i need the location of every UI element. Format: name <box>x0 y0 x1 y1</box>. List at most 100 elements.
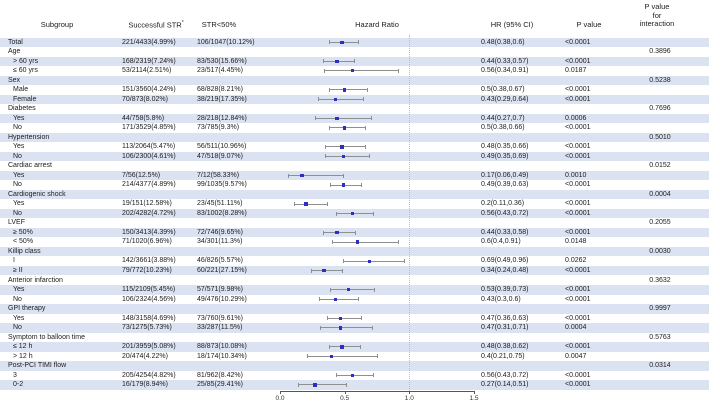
reference-line-hr-1 <box>409 35 411 391</box>
ci-cap-left <box>329 40 331 45</box>
str50-value: 83/530(15.66%) <box>197 57 247 65</box>
str50-value: 83/1002(8.28%) <box>197 209 247 217</box>
p-value: <0.0001 <box>565 228 591 236</box>
successful-str-value: 19/151(12.58%) <box>122 200 172 208</box>
col-header-subgroup: Subgroup <box>40 20 74 29</box>
subgroup-label: Anterior infarction <box>8 276 63 284</box>
str50-value: 38/219(17.35%) <box>197 95 247 103</box>
subgroup-label: Yes <box>13 114 25 122</box>
subgroup-label: Total <box>8 38 23 46</box>
p-interaction-value: 0.3896 <box>649 48 671 56</box>
subgroup-label: Killip class <box>8 247 41 255</box>
subgroup-label: ≥ 50% <box>13 228 33 236</box>
ci-cap-right <box>404 259 406 264</box>
hr-point-marker <box>341 154 346 159</box>
forest-data-row: ≥ II 79/772(10.23%) 60/221(27.15%) 0.34(0.2… <box>0 265 709 276</box>
ci-line <box>326 317 362 319</box>
hr-ci-value: 0.43(0.29,0.64) <box>481 95 529 103</box>
ci-line <box>314 117 371 119</box>
successful-str-value: 205/4254(4.82%) <box>122 371 176 379</box>
ci-cap-right <box>361 316 363 321</box>
subgroup-label: Diabetes <box>8 105 36 113</box>
ci-cap-right <box>362 97 364 102</box>
hr-point-marker <box>335 59 339 63</box>
ci-cap-left <box>330 183 332 188</box>
p-value: 0.0006 <box>565 114 587 122</box>
subgroup-label: > 12 h <box>13 352 33 360</box>
subgroup-header-row: Age 0.3896 <box>0 47 709 57</box>
successful-str-value: 73/1275(5.73%) <box>122 324 172 332</box>
hr-ci-value: 0.5(0.38,0.66) <box>481 124 525 132</box>
ci-cap-right <box>371 325 373 330</box>
hr-point-marker <box>335 230 339 235</box>
str50-value: 23/45(51.11%) <box>197 200 243 208</box>
x-axis-tick <box>344 391 346 395</box>
hr-point-marker <box>333 97 338 102</box>
ci-cap-left <box>322 59 324 64</box>
ci-cap-right <box>343 173 345 178</box>
subgroup-label: Age <box>8 48 21 56</box>
forest-data-row: ≤ 60 yrs 53/2114(2.51%) 23/517(4.45%) 0.56(… <box>0 66 709 76</box>
str50-value: 81/962(8.42%) <box>197 371 243 379</box>
forest-data-row: 0-2 16/179(8.94%) 25/85(29.41%) 0.27(0.14,0… <box>0 380 709 390</box>
forest-data-row: ≤ 12 h 201/3959(5.08%) 88/873(10.08%) 0.48(… <box>0 342 709 352</box>
p-interaction-value: 0.0314 <box>649 362 671 370</box>
subgroup-header-row: Hypertension 0.5010 <box>0 132 709 143</box>
ci-line <box>335 213 374 215</box>
ci-cap-right <box>373 211 375 216</box>
x-axis-tick-label: 1.0 <box>404 395 414 403</box>
subgroup-label: Cardiogenic shock <box>8 190 66 198</box>
ci-cap-left <box>287 173 289 178</box>
subgroup-label: 3 <box>13 371 17 379</box>
ci-line <box>325 155 370 157</box>
p-interaction-value: 0.2055 <box>649 219 671 227</box>
ci-cap-left <box>320 325 322 330</box>
ci-cap-left <box>329 87 331 92</box>
p-interaction-value: 0.0152 <box>649 162 671 170</box>
ci-cap-left <box>325 144 327 149</box>
str50-value: 73/760(9.61%) <box>197 314 243 322</box>
subgroup-label: Yes <box>13 314 25 322</box>
str50-value: 23/517(4.45%) <box>197 67 243 75</box>
successful-str-value: 113/2064(5.47%) <box>122 143 176 151</box>
str50-value: 57/571(9.98%) <box>197 286 243 294</box>
x-axis-tick <box>409 391 411 395</box>
col-header-str50: STR<50% <box>201 20 237 29</box>
ci-line <box>322 232 355 234</box>
p-value: <0.0001 <box>565 124 591 132</box>
successful-str-value: 201/3959(5.08%) <box>122 343 176 351</box>
forest-data-row: 3 205/4254(4.82%) 81/962(8.42%) 0.56(0.43,0… <box>0 371 709 381</box>
subgroup-label: Yes <box>13 171 25 179</box>
hr-point-marker <box>342 88 347 92</box>
ci-line <box>335 374 374 376</box>
subgroup-label: ≤ 12 h <box>13 343 33 351</box>
forest-data-row: Male 151/3560(4.24%) 68/828(8.21%) 0.5(0.38… <box>0 85 709 95</box>
col-header-hr-ci: HR (95% CI) <box>490 20 534 29</box>
str50-value: 28/218(12.84%) <box>197 114 247 122</box>
forest-data-row: > 60 yrs 168/2319(7.24%) 83/530(15.66%) 0.4… <box>0 56 709 67</box>
p-interaction-value: 0.3632 <box>649 276 671 284</box>
hr-point-marker <box>346 288 351 292</box>
p-value: 0.0262 <box>565 257 587 265</box>
hr-point-marker <box>330 354 334 359</box>
hr-ci-value: 0.6(0.4,0.91) <box>481 238 521 246</box>
subgroup-label: No <box>13 324 22 332</box>
successful-str-value: 148/3158(4.69%) <box>122 314 176 322</box>
ci-cap-left <box>318 297 320 302</box>
hr-ci-value: 0.27(0.14,0.51) <box>481 381 529 389</box>
ci-cap-right <box>326 202 328 207</box>
col-header-p-interaction-line3: interaction <box>639 19 675 28</box>
ci-line <box>317 98 363 100</box>
hr-ci-value: 0.5(0.38,0.67) <box>481 86 525 94</box>
x-axis-tick-label: 1.5 <box>469 395 479 403</box>
p-interaction-value: 0.5763 <box>649 333 671 341</box>
successful-str-value: 20/474(4.22%) <box>122 352 168 360</box>
forest-data-row: Yes 148/3158(4.69%) 73/760(9.61%) 0.47(0.36… <box>0 314 709 324</box>
hr-point-marker <box>350 211 355 216</box>
ci-line <box>298 384 346 386</box>
hr-point-marker <box>350 373 355 378</box>
ci-cap-left <box>298 382 300 387</box>
ci-cap-left <box>326 316 328 321</box>
subgroup-header-row: GPI therapy 0.9997 <box>0 304 709 314</box>
